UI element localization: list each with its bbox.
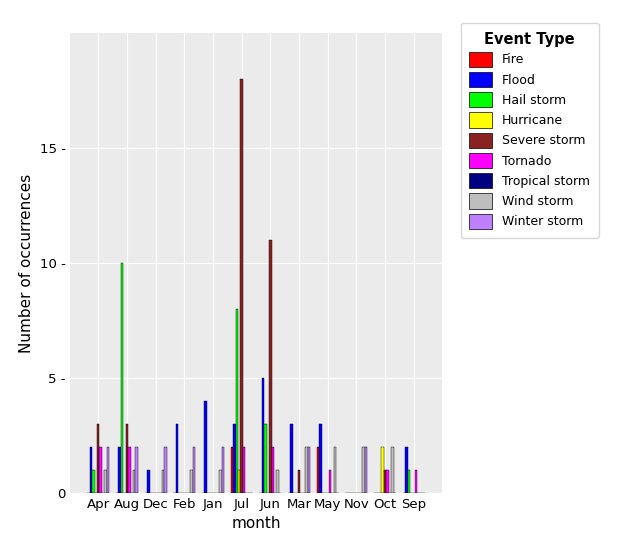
Bar	[147, 470, 150, 493]
Bar	[104, 470, 107, 493]
Bar	[128, 447, 131, 493]
Bar	[99, 447, 102, 493]
Bar	[334, 447, 336, 493]
Bar	[233, 424, 236, 493]
Bar	[241, 79, 243, 493]
Bar	[381, 447, 384, 493]
Legend: Fire, Flood, Hail storm, Hurricane, Severe storm, Tornado, Tropical storm, Wind : Fire, Flood, Hail storm, Hurricane, Seve…	[461, 23, 598, 238]
Bar	[125, 424, 128, 493]
Bar	[219, 470, 221, 493]
Bar	[365, 447, 367, 493]
Bar	[90, 447, 92, 493]
X-axis label: month: month	[231, 516, 281, 531]
Bar	[136, 447, 138, 493]
Bar	[190, 470, 193, 493]
Bar	[176, 424, 178, 493]
Bar	[164, 447, 166, 493]
Bar	[362, 447, 365, 493]
Bar	[230, 447, 233, 493]
Bar	[319, 424, 322, 493]
Bar	[162, 470, 164, 493]
Bar	[384, 470, 387, 493]
Bar	[236, 309, 238, 493]
Bar	[238, 470, 241, 493]
Bar	[121, 263, 124, 493]
Bar	[308, 447, 310, 493]
Bar	[118, 447, 121, 493]
Bar	[387, 470, 388, 493]
Bar	[107, 447, 109, 493]
Bar	[271, 447, 274, 493]
Bar	[97, 424, 99, 493]
Bar	[92, 470, 95, 493]
Bar	[415, 470, 417, 493]
Bar	[329, 470, 332, 493]
Bar	[291, 424, 293, 493]
Bar	[269, 240, 271, 493]
Bar	[264, 424, 267, 493]
Bar	[204, 401, 207, 493]
Bar	[243, 447, 245, 493]
Bar	[391, 447, 394, 493]
Bar	[193, 447, 195, 493]
Bar	[298, 470, 300, 493]
Bar	[408, 470, 410, 493]
Bar	[262, 378, 264, 493]
Bar	[405, 447, 408, 493]
Bar	[317, 447, 319, 493]
Bar	[221, 447, 224, 493]
Bar	[133, 470, 136, 493]
Bar	[276, 470, 279, 493]
Y-axis label: Number of occurrences: Number of occurrences	[19, 173, 34, 353]
Bar	[305, 447, 308, 493]
